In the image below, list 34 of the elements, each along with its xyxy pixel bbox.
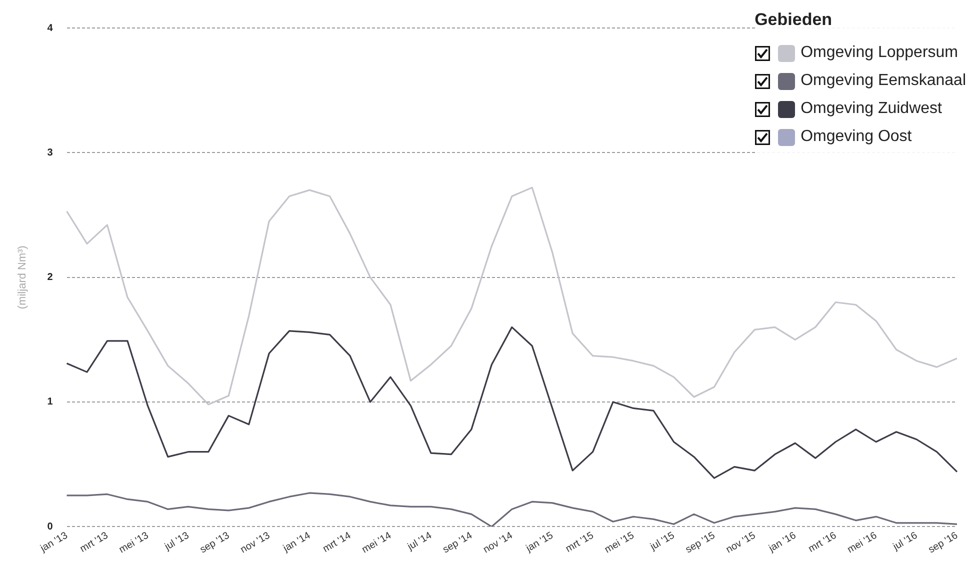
legend-label: Omgeving Eemskanaal — [800, 72, 966, 90]
x-tick-label: jul '14 — [405, 530, 434, 554]
x-tick-label: mei '16 — [846, 530, 880, 556]
x-tick-label: sep '15 — [684, 530, 718, 556]
x-tick-label: mei '13 — [117, 530, 151, 556]
legend-label: Omgeving Zuidwest — [800, 100, 942, 118]
legend-title: Gebieden — [754, 10, 834, 30]
x-tick-label: mrt '15 — [564, 530, 596, 555]
x-tick-label: mrt '14 — [321, 530, 354, 555]
x-tick-label: jan '13 — [38, 530, 70, 555]
x-tick-label: jan '14 — [280, 530, 313, 555]
y-tick-label: 2 — [47, 272, 54, 284]
x-tick-label: mrt '13 — [78, 530, 110, 555]
legend-label: Omgeving Oost — [800, 128, 912, 146]
y-tick-label: 0 — [47, 521, 54, 532]
y-tick-label: 1 — [47, 396, 54, 408]
x-tick-label: sep '14 — [441, 530, 475, 556]
x-tick-label: jul '15 — [648, 530, 677, 554]
x-tick-label: jul '16 — [890, 530, 920, 554]
x-tick-label: jul '13 — [162, 530, 192, 554]
x-tick-label: sep '13 — [198, 530, 232, 556]
x-tick-label: jan '16 — [766, 530, 798, 555]
x-tick-label: jan '15 — [524, 530, 556, 555]
x-tick-label: mei '15 — [602, 530, 637, 556]
x-tick-label: sep '16 — [926, 530, 960, 556]
y-axis-title: (miljard Nm³) — [16, 246, 29, 310]
x-tick-label: nov '15 — [724, 530, 758, 556]
y-tick-label: 4 — [47, 22, 54, 34]
x-tick-label: mrt '16 — [806, 530, 839, 555]
x-tick-label: mei '14 — [360, 530, 394, 556]
y-tick-label: 3 — [47, 147, 54, 158]
x-tick-label: nov '14 — [482, 530, 516, 556]
x-tick-label: nov '13 — [238, 530, 272, 556]
legend-label: Omgeving Loppersum — [800, 44, 958, 62]
